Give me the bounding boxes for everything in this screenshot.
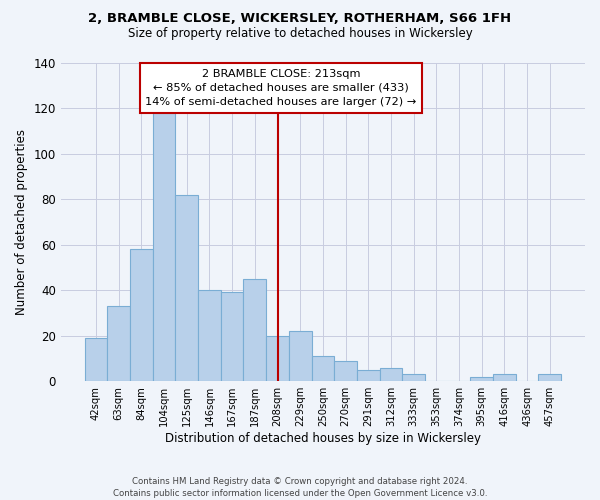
Y-axis label: Number of detached properties: Number of detached properties <box>15 129 28 315</box>
Text: 2, BRAMBLE CLOSE, WICKERSLEY, ROTHERHAM, S66 1FH: 2, BRAMBLE CLOSE, WICKERSLEY, ROTHERHAM,… <box>88 12 512 26</box>
Bar <box>493 374 516 381</box>
Text: Size of property relative to detached houses in Wickersley: Size of property relative to detached ho… <box>128 28 472 40</box>
Bar <box>244 279 266 381</box>
Bar <box>357 370 380 381</box>
Bar <box>538 374 561 381</box>
Bar <box>107 306 130 381</box>
Bar <box>266 336 289 381</box>
Bar <box>311 356 334 381</box>
Bar <box>152 112 175 381</box>
Bar <box>198 290 221 381</box>
Bar <box>221 292 244 381</box>
Bar <box>175 194 198 381</box>
Bar <box>85 338 107 381</box>
Bar <box>334 360 357 381</box>
Bar <box>130 249 152 381</box>
Bar <box>289 331 311 381</box>
Bar <box>470 376 493 381</box>
Text: 2 BRAMBLE CLOSE: 213sqm
← 85% of detached houses are smaller (433)
14% of semi-d: 2 BRAMBLE CLOSE: 213sqm ← 85% of detache… <box>145 69 416 107</box>
Bar <box>403 374 425 381</box>
Text: Contains HM Land Registry data © Crown copyright and database right 2024.
Contai: Contains HM Land Registry data © Crown c… <box>113 476 487 498</box>
Bar <box>380 368 403 381</box>
X-axis label: Distribution of detached houses by size in Wickersley: Distribution of detached houses by size … <box>165 432 481 445</box>
